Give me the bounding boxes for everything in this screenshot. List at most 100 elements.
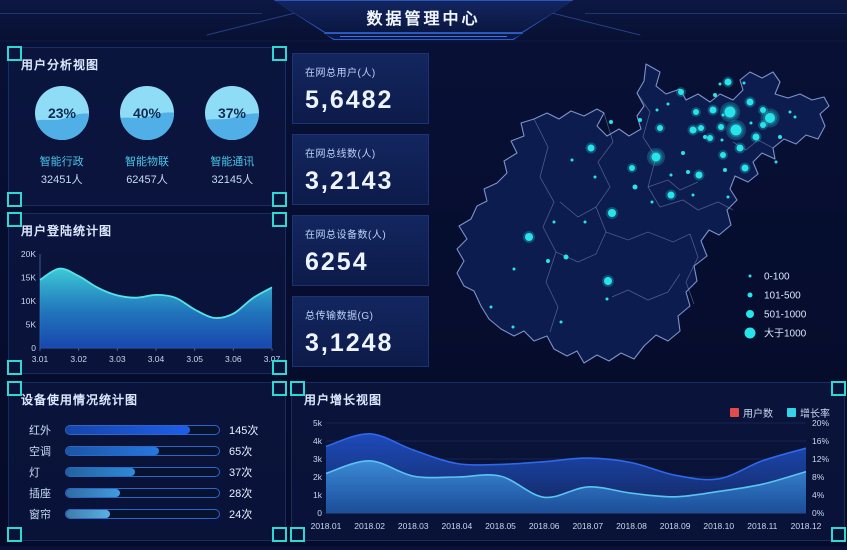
device-row-infrared: 红外 145次 bbox=[29, 425, 271, 437]
y-tick-right: 8% bbox=[812, 472, 825, 482]
map-dot bbox=[760, 107, 766, 113]
gauge-name: 智能行政 bbox=[39, 156, 84, 168]
stat-value: 5,6482 bbox=[305, 86, 394, 114]
map-legend-item[interactable]: 101-500 bbox=[747, 291, 802, 302]
x-tick-label: 2018.12 bbox=[791, 521, 822, 531]
map-dot bbox=[718, 124, 724, 130]
svg-text:501-1000: 501-1000 bbox=[764, 310, 807, 321]
map-dot bbox=[698, 125, 704, 131]
device-row-socket: 插座 28次 bbox=[29, 488, 271, 500]
device-row-curtain: 窗帘 24次 bbox=[29, 509, 271, 521]
x-tick-label: 2018.03 bbox=[398, 521, 429, 531]
map-dot bbox=[720, 138, 724, 142]
y-tick-right: 4% bbox=[812, 490, 825, 500]
map-internal-borders bbox=[533, 92, 774, 333]
stat-value: 3,2143 bbox=[305, 167, 394, 195]
panel-title-user-growth: 用户增长视图 bbox=[304, 393, 383, 407]
map-dot bbox=[681, 151, 685, 155]
map-dot bbox=[724, 106, 736, 118]
map-legend-item[interactable]: 0-100 bbox=[748, 272, 791, 283]
map-legend-item[interactable]: 大于1000 bbox=[744, 327, 807, 340]
header-line-left bbox=[0, 13, 262, 14]
device-bar-track bbox=[65, 509, 220, 519]
map-dot bbox=[583, 220, 587, 224]
device-bar-track bbox=[65, 488, 220, 498]
y-tick-left: 1k bbox=[313, 490, 323, 500]
x-tick-label: 2018.02 bbox=[354, 521, 385, 531]
stat-label: 总传输数据(G) bbox=[305, 311, 374, 322]
map-dot bbox=[723, 168, 727, 172]
y-tick-right: 20% bbox=[812, 418, 829, 428]
gauge-count: 62457人 bbox=[126, 174, 168, 186]
gauge-smart-comm: 37% 智能通讯 32145人 bbox=[193, 84, 271, 187]
svg-text:0-100: 0-100 bbox=[764, 272, 790, 283]
device-bar-fill bbox=[66, 447, 160, 455]
map-dot bbox=[604, 277, 612, 285]
page-title: 数据管理中心 bbox=[366, 11, 481, 28]
map-dot bbox=[669, 173, 673, 177]
liquid-gauge: 23% bbox=[34, 86, 89, 140]
map-dot bbox=[655, 108, 659, 112]
map-dot bbox=[774, 160, 778, 164]
map-dot bbox=[609, 120, 613, 124]
legend-item-users[interactable]: 用户数 bbox=[730, 405, 773, 420]
device-label: 插座 bbox=[29, 488, 51, 500]
map-dot bbox=[608, 209, 616, 217]
x-tick-label: 3.04 bbox=[148, 354, 165, 364]
map-dot bbox=[760, 122, 766, 128]
map-dot bbox=[695, 171, 703, 179]
x-tick-label: 2018.11 bbox=[747, 521, 777, 531]
map-dot bbox=[552, 220, 556, 224]
panel-user-growth: 用户增长视图 用户数 增长率 0 1k 2k 3k 4k 5k 0% 4% 8% 12% 16% 20… bbox=[290, 381, 846, 542]
map-legend-item[interactable]: 501-1000 bbox=[746, 310, 807, 321]
map-dot bbox=[546, 259, 550, 263]
stat-value: 3,1248 bbox=[305, 329, 394, 357]
map-dot bbox=[765, 113, 775, 123]
map-dot bbox=[650, 200, 654, 204]
device-row-ac: 空调 65次 bbox=[29, 446, 271, 458]
legend-label: 增长率 bbox=[800, 409, 830, 420]
login-line bbox=[39, 267, 273, 319]
x-tick-label: 3.03 bbox=[109, 354, 126, 364]
map-dot bbox=[691, 193, 695, 197]
y-tick-left: 2k bbox=[313, 472, 323, 482]
legend-swatch-growth-rate bbox=[787, 408, 796, 417]
y-tick-left: 5k bbox=[313, 418, 323, 428]
map-dot bbox=[689, 126, 697, 134]
growth-legend: 用户数 增长率 bbox=[730, 405, 830, 420]
x-tick-label: 2018.10 bbox=[703, 521, 734, 531]
device-value: 24次 bbox=[229, 509, 253, 521]
y-tick-right: 12% bbox=[812, 454, 829, 464]
stat-label: 在网总设备数(人) bbox=[305, 230, 387, 241]
y-tick-label: 20K bbox=[21, 249, 36, 259]
growth-area-chart: 0 1k 2k 3k 4k 5k 0% 4% 8% 12% 16% 20% 2018.01 2018.02… bbox=[311, 418, 830, 531]
map-dot bbox=[703, 135, 707, 139]
map-dot bbox=[667, 191, 675, 199]
y-tick-left: 3k bbox=[313, 454, 323, 464]
x-tick-label: 2018.01 bbox=[311, 521, 342, 531]
map-legend: 0-100 101-500 501-1000 大于1000 bbox=[744, 272, 807, 340]
stat-card-total-lines: 在网总线数(人) 3,2143 bbox=[292, 134, 429, 205]
gauge-name: 智能通讯 bbox=[210, 156, 255, 168]
stat-label: 在网总用户(人) bbox=[305, 68, 376, 79]
device-value: 65次 bbox=[229, 446, 253, 458]
legend-item-growth-rate[interactable]: 增长率 bbox=[787, 405, 830, 420]
map-dot bbox=[788, 110, 792, 114]
map-dot bbox=[693, 109, 699, 115]
gauge-percent: 40% bbox=[133, 105, 162, 121]
map-dot bbox=[651, 152, 661, 162]
map-dot bbox=[605, 297, 609, 301]
header-line-right bbox=[585, 13, 847, 14]
device-label: 空调 bbox=[29, 446, 51, 458]
map-land bbox=[456, 63, 830, 364]
stat-card-total-data: 总传输数据(G) 3,1248 bbox=[292, 296, 429, 367]
device-value: 145次 bbox=[229, 425, 259, 437]
map-dot bbox=[726, 195, 730, 199]
map-dot bbox=[709, 106, 717, 114]
device-bar-fill bbox=[66, 468, 135, 476]
map-dot bbox=[778, 135, 782, 139]
map-dot bbox=[570, 158, 574, 162]
map-dot-layer bbox=[489, 76, 797, 329]
map-dot bbox=[724, 78, 732, 86]
